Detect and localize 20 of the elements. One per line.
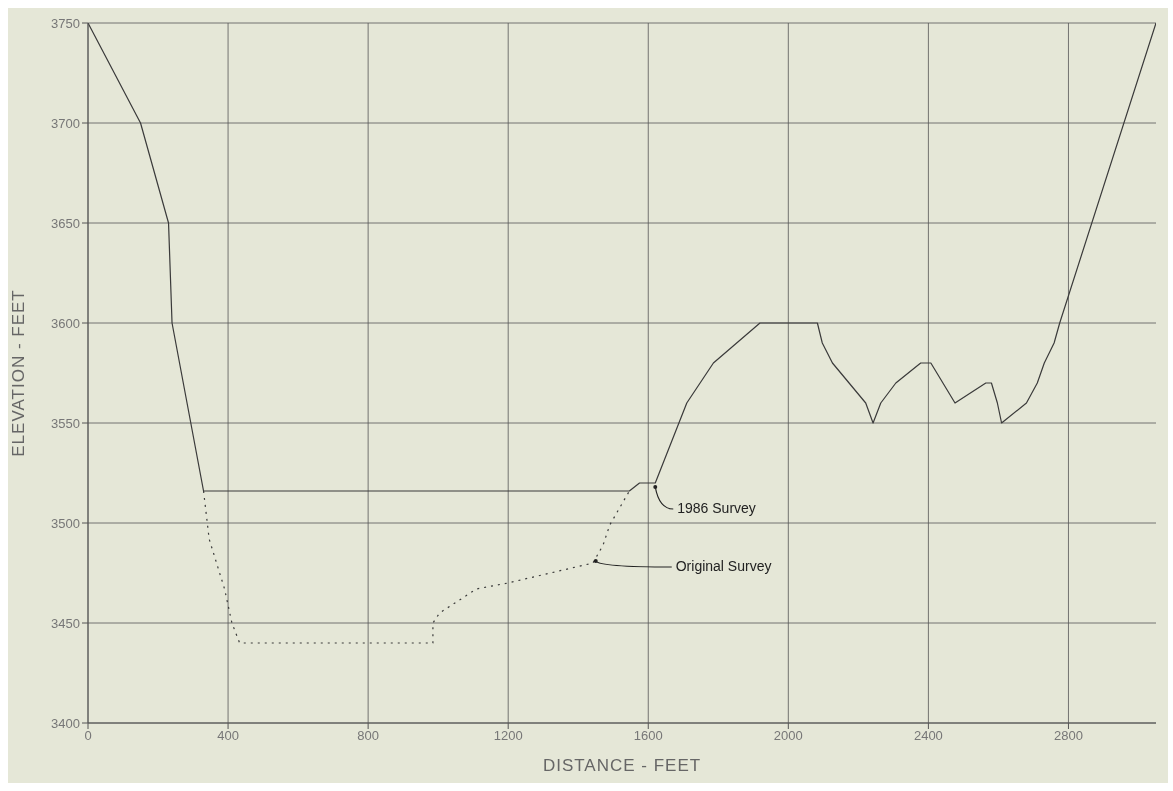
x-tick-label: 2400 bbox=[913, 728, 943, 744]
x-tick-label: 800 bbox=[357, 728, 379, 744]
x-tick-label: 1600 bbox=[633, 728, 663, 744]
x-tick-label: 400 bbox=[217, 728, 239, 744]
x-tick-label: 0 bbox=[84, 728, 92, 744]
x-tick-label: 2000 bbox=[773, 728, 803, 744]
y-tick-label: 3650 bbox=[51, 215, 80, 231]
x-tick-label: 2800 bbox=[1054, 728, 1083, 744]
y-axis-title: ELEVATION - FEET bbox=[9, 289, 29, 457]
x-tick-label: 1200 bbox=[493, 728, 523, 744]
annotation: Original Survey bbox=[675, 557, 772, 574]
y-tick-label: 3400 bbox=[51, 715, 80, 731]
y-tick-label: 3450 bbox=[51, 615, 80, 631]
x-axis-title: DISTANCE - FEET bbox=[542, 756, 702, 775]
y-tick-label: 3600 bbox=[51, 315, 80, 331]
y-tick-label: 3700 bbox=[51, 115, 80, 131]
y-tick-label: 3550 bbox=[51, 415, 80, 431]
annotation: 1986 Survey bbox=[677, 499, 756, 516]
y-tick-label: 3500 bbox=[51, 515, 80, 531]
y-tick-label: 3750 bbox=[51, 15, 80, 31]
